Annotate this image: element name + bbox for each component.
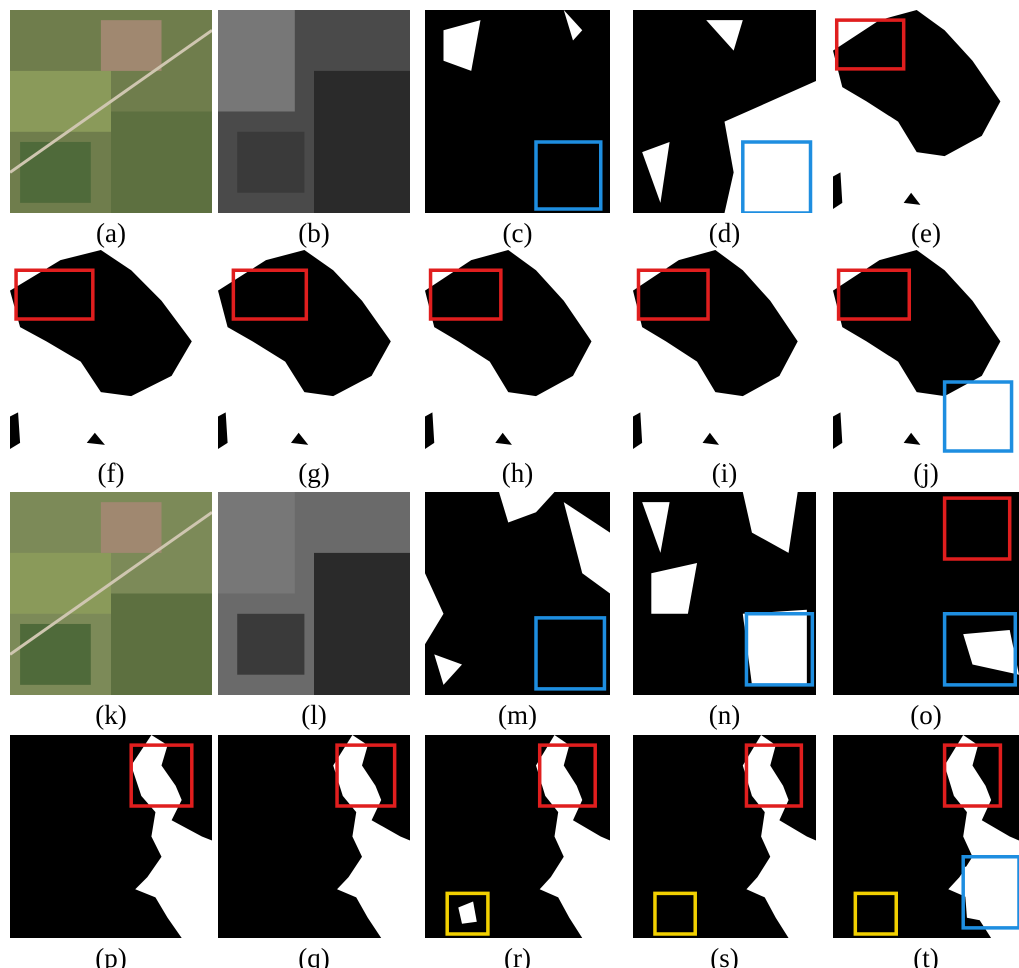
figure: (a) (b) (c) (d) (e) (f) (g) (h) (i) (j) (k) (l) (m) (…	[0, 0, 1019, 968]
panel-label: (f)	[98, 458, 125, 488]
panel-label: (e)	[911, 218, 941, 248]
panel-label: (j)	[913, 458, 938, 488]
panel-image	[425, 10, 610, 213]
panel-image	[10, 250, 212, 453]
panel-image	[425, 735, 610, 938]
panel-label: (h)	[502, 458, 533, 488]
texture	[218, 492, 295, 594]
texture	[237, 132, 304, 193]
texture	[314, 71, 410, 213]
field	[20, 142, 91, 203]
mask-region	[963, 861, 1019, 928]
field	[10, 71, 111, 132]
panel-label: (o)	[910, 700, 941, 730]
mask-region	[743, 610, 807, 685]
panel-image	[218, 10, 410, 213]
panel-image	[425, 492, 610, 695]
field	[101, 502, 162, 553]
panel-label: (p)	[95, 943, 126, 968]
panel-label: (a)	[96, 218, 126, 248]
panel-label: (g)	[298, 458, 329, 488]
panel-label: (n)	[709, 700, 740, 730]
panel-label: (t)	[913, 943, 938, 968]
panel-image	[833, 250, 1019, 453]
panel-image	[218, 735, 410, 938]
panel-image	[833, 492, 1019, 695]
panel-image	[633, 250, 816, 453]
panel-image	[218, 250, 410, 453]
panel-image	[10, 735, 212, 938]
panel-image	[218, 492, 410, 695]
texture	[218, 10, 295, 112]
field	[111, 594, 212, 696]
panel-label: (s)	[710, 943, 739, 968]
panel-image	[833, 735, 1019, 938]
panel-image	[425, 250, 610, 453]
field	[101, 20, 162, 71]
panel-label: (m)	[498, 700, 537, 730]
panel-label: (d)	[709, 218, 740, 248]
panel-image	[833, 10, 1019, 213]
panel-label: (l)	[301, 700, 326, 730]
panel-image	[633, 735, 816, 938]
panel-image	[10, 10, 212, 213]
field	[111, 112, 212, 214]
panel-label: (q)	[298, 943, 329, 968]
panel-label: (i)	[712, 458, 737, 488]
panel-image	[10, 492, 212, 695]
panel-image	[633, 10, 816, 213]
texture	[314, 553, 410, 695]
field	[20, 624, 91, 685]
panel-image	[633, 492, 816, 695]
field	[10, 553, 111, 614]
panel-label: (c)	[503, 218, 533, 248]
panel-label: (r)	[504, 943, 531, 968]
panel-label: (k)	[95, 700, 126, 730]
texture	[237, 614, 304, 675]
panel-label: (b)	[298, 218, 329, 248]
